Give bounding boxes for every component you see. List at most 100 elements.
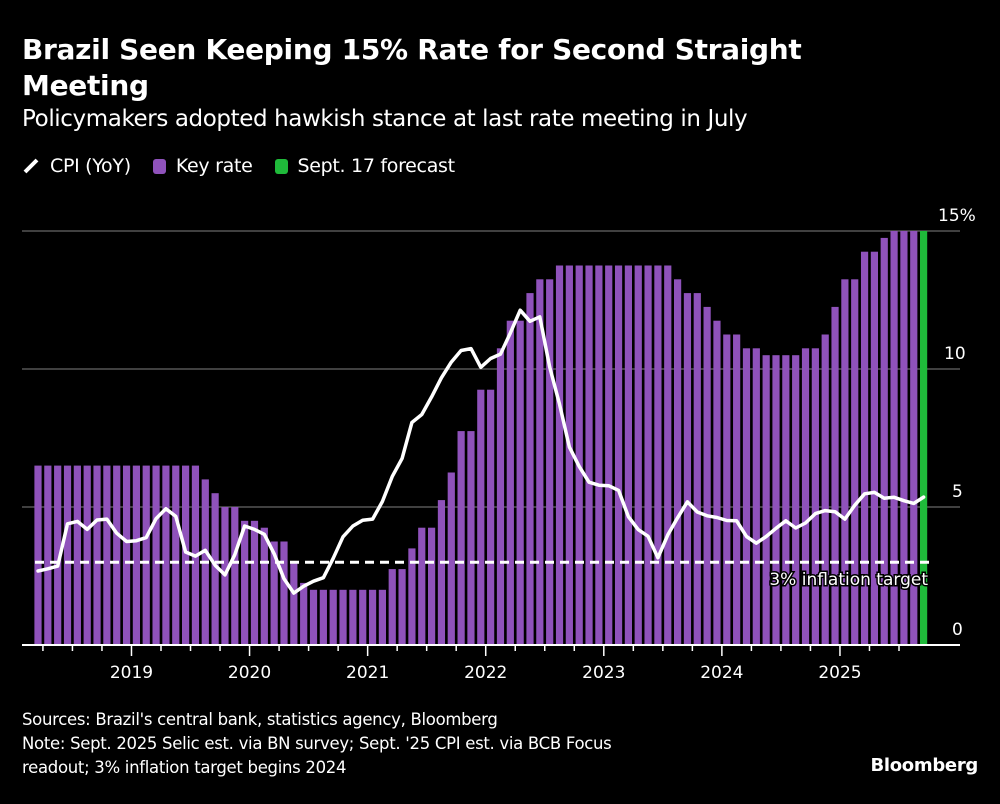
key-rate-bar xyxy=(831,306,839,645)
key-rate-bar xyxy=(841,279,849,645)
x-tick-label: 2024 xyxy=(700,663,743,683)
inflation-target-line: 3% inflation target xyxy=(35,560,930,592)
key-rate-bar xyxy=(565,265,573,645)
key-rate-bar xyxy=(408,548,416,645)
y-axis: 15% 10 5 0 xyxy=(938,206,976,640)
key-rate-bar xyxy=(250,520,259,645)
square-icon xyxy=(152,158,166,174)
key-rate-bar xyxy=(801,348,810,645)
x-tick-label: 2023 xyxy=(582,663,625,683)
key-rate-bar xyxy=(428,527,436,645)
forecast-bar xyxy=(920,231,928,645)
key-rate-bar xyxy=(742,348,751,645)
key-rate-bar xyxy=(614,265,623,645)
key-rate-bar xyxy=(575,265,583,645)
key-rate-bar xyxy=(359,589,367,645)
key-rate-bar xyxy=(546,279,554,645)
key-rate-bar xyxy=(792,355,800,645)
legend-item-forecast: Sept. 17 forecast xyxy=(274,155,456,177)
key-rate-bar xyxy=(309,589,318,645)
key-rate-bar xyxy=(83,465,91,645)
note-text-line1: Note: Sept. 2025 Selic est. via BN surve… xyxy=(22,734,612,753)
key-rate-bar xyxy=(851,279,859,645)
key-rate-bar xyxy=(142,465,150,645)
key-rate-bar xyxy=(693,293,701,645)
key-rate-bar xyxy=(388,569,396,645)
key-rate-bar xyxy=(900,231,908,645)
key-rate-bar xyxy=(723,334,731,645)
key-rate-bar xyxy=(821,334,829,645)
key-rate-bar xyxy=(674,279,682,645)
footer: Sources: Brazil's central bank, statisti… xyxy=(22,708,612,780)
key-rate-bar xyxy=(654,265,662,645)
y-tick-label: 10 xyxy=(944,344,966,364)
key-rate-bar xyxy=(605,265,613,645)
x-tick-label: 2025 xyxy=(818,663,861,683)
key-rate-bar xyxy=(703,306,711,645)
key-rate-bar xyxy=(241,520,249,645)
key-rate-bar xyxy=(752,348,760,645)
key-rate-bar xyxy=(122,465,131,645)
key-rate-bar xyxy=(34,465,42,645)
key-rate-bar xyxy=(73,465,81,645)
key-rate-bar xyxy=(890,231,898,645)
key-rate-bar xyxy=(231,507,239,645)
key-rate-bar xyxy=(664,265,672,645)
key-rate-bar xyxy=(595,265,603,645)
cpi-series-line xyxy=(36,308,926,595)
key-rate-bar xyxy=(910,231,918,645)
legend: CPI (YoY) Key rate Sept. 17 forecast xyxy=(22,155,477,177)
key-rate-bar xyxy=(339,589,347,645)
key-rate-bar xyxy=(182,465,190,645)
key-rate-bar xyxy=(880,237,888,645)
sources-text: Sources: Brazil's central bank, statisti… xyxy=(22,710,498,729)
key-rate-bar xyxy=(447,472,455,645)
key-rate-bar xyxy=(368,589,377,645)
chart-title: Brazil Seen Keeping 15% Rate for Second … xyxy=(22,33,802,102)
key-rate-bar xyxy=(762,355,770,645)
key-rate-bar xyxy=(860,251,869,645)
bloomberg-logo: Bloomberg xyxy=(870,755,978,776)
y-tick-label: 0 xyxy=(952,620,963,640)
y-tick-label: 15% xyxy=(938,206,976,226)
x-tick-label: 2019 xyxy=(110,663,153,683)
x-tick-label: 2022 xyxy=(464,663,507,683)
key-rate-bar xyxy=(467,431,475,645)
legend-label-forecast: Sept. 17 forecast xyxy=(297,155,456,177)
key-rate-bar xyxy=(457,431,465,645)
key-rate-bar xyxy=(152,465,160,645)
key-rate-bar xyxy=(644,265,652,645)
cpi-line xyxy=(36,308,926,595)
key-rate-bar xyxy=(555,265,564,645)
key-rate-bar xyxy=(93,465,101,645)
key-rate-bar xyxy=(496,348,505,645)
key-rate-bar xyxy=(516,320,524,645)
key-rate-bar xyxy=(870,251,878,645)
legend-label-key-rate: Key rate xyxy=(175,155,253,177)
key-rate-bar xyxy=(103,465,111,645)
key-rate-bar xyxy=(811,348,819,645)
note-text-line2: readout; 3% inflation target begins 2024 xyxy=(22,758,347,777)
bars xyxy=(34,231,928,645)
key-rate-bar xyxy=(772,355,780,645)
key-rate-bar xyxy=(477,389,485,645)
chart-subtitle: Policymakers adopted hawkish stance at l… xyxy=(22,106,748,132)
key-rate-bar xyxy=(211,493,219,645)
key-rate-bar xyxy=(437,500,446,645)
key-rate-bar xyxy=(634,265,642,645)
key-rate-bar xyxy=(349,589,357,645)
key-rate-bar xyxy=(63,465,72,645)
key-rate-bar xyxy=(172,465,180,645)
x-tick-label: 2020 xyxy=(228,663,271,683)
key-rate-bar xyxy=(418,527,426,645)
key-rate-bar xyxy=(733,334,741,645)
key-rate-bar xyxy=(526,293,534,645)
line-icon xyxy=(23,158,39,174)
key-rate-bar xyxy=(506,320,514,645)
legend-item-key-rate: Key rate xyxy=(152,155,253,177)
chart-plot: 3% inflation target 15% 10 5 0 2019 2020 2021… xyxy=(22,206,976,683)
key-rate-bar xyxy=(280,541,288,645)
x-axis: 2019 2020 2021 2022 2023 2024 2025 xyxy=(22,644,960,683)
key-rate-bar xyxy=(487,389,495,645)
y-tick-label: 5 xyxy=(952,482,963,502)
